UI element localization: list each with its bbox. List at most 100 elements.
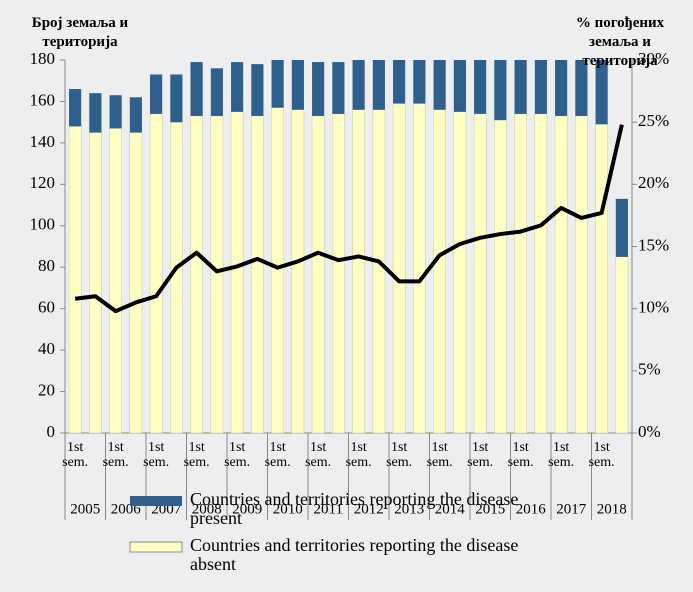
y2-tick-label: 0% <box>638 422 661 441</box>
bar <box>332 62 345 114</box>
bar <box>514 60 527 114</box>
bar <box>473 113 487 434</box>
bar <box>251 115 264 434</box>
bar <box>352 109 365 434</box>
bar <box>271 60 284 108</box>
year-label: 2010 <box>273 501 303 517</box>
bar <box>615 198 628 257</box>
bar <box>170 74 183 123</box>
bar <box>109 128 122 434</box>
x-tick-label: 1st sem. <box>426 440 453 470</box>
bar <box>149 113 163 434</box>
bar <box>69 89 82 127</box>
x-tick-label: 1st sem. <box>305 440 332 470</box>
bar <box>129 132 143 434</box>
y2-axis-title: % погођених земаља и територија <box>575 15 665 69</box>
bar <box>534 113 548 434</box>
year-label: 2012 <box>354 501 384 517</box>
bar <box>615 256 629 434</box>
bar <box>494 119 507 434</box>
bar <box>89 93 102 133</box>
x-tick-label: 1st sem. <box>467 440 494 470</box>
bar <box>109 95 122 129</box>
bar <box>595 60 608 125</box>
bar <box>291 60 304 110</box>
y2-tick-label: 30% <box>638 49 669 68</box>
x-tick-label: 1st sem. <box>102 440 129 470</box>
bar <box>474 60 487 114</box>
bar <box>150 74 163 114</box>
bar <box>575 60 588 116</box>
y2-tick-label: 25% <box>638 111 669 130</box>
legend-swatch <box>130 496 182 506</box>
y-tick-label: 160 <box>30 90 56 109</box>
bar <box>453 111 467 434</box>
bar <box>413 103 426 434</box>
bar <box>129 97 142 133</box>
year-label: 2016 <box>516 501 547 517</box>
bar <box>312 62 325 116</box>
bar <box>534 60 547 114</box>
x-tick-label: 1st sem. <box>386 440 413 470</box>
bar <box>352 60 365 110</box>
y2-tick-label: 15% <box>638 235 669 254</box>
bar <box>190 62 203 116</box>
y-tick-label: 80 <box>38 256 55 275</box>
bar <box>433 109 446 434</box>
bar <box>271 107 284 434</box>
y-tick-label: 180 <box>30 49 56 68</box>
y-axis-title: Број земаља и територија <box>31 15 129 50</box>
x-tick-label: 1st sem. <box>183 440 210 470</box>
bar <box>372 109 386 434</box>
bar <box>372 60 385 110</box>
bar <box>210 115 224 434</box>
year-label: 2011 <box>314 501 343 517</box>
y2-tick-label: 20% <box>638 173 669 192</box>
year-label: 2017 <box>556 501 587 517</box>
bar <box>555 60 568 116</box>
bar <box>190 115 203 434</box>
bar <box>291 109 305 434</box>
bar <box>230 111 244 434</box>
y-tick-label: 40 <box>38 339 55 358</box>
bar <box>210 68 223 116</box>
bar <box>575 115 588 434</box>
y-tick-label: 100 <box>30 215 56 234</box>
bar <box>251 64 264 116</box>
x-tick-label: 1st sem. <box>345 440 372 470</box>
y-tick-label: 140 <box>30 132 56 151</box>
x-tick-label: 1st sem. <box>143 440 170 470</box>
legend-swatch <box>129 541 183 553</box>
bar <box>494 60 507 121</box>
y-tick-label: 20 <box>38 380 55 399</box>
x-tick-label: 1st sem. <box>224 440 251 470</box>
line <box>74 124 624 314</box>
legend-label: Countries and territories reporting the … <box>190 535 519 574</box>
bar <box>170 121 183 434</box>
bar <box>433 60 446 110</box>
bar <box>413 60 426 104</box>
bar <box>311 115 325 434</box>
bar <box>231 62 244 112</box>
year-label: 2015 <box>475 501 505 517</box>
bar <box>68 126 82 434</box>
y2-tick-label: 10% <box>638 298 669 317</box>
y-tick-label: 120 <box>30 173 56 192</box>
year-label: 2008 <box>192 501 222 517</box>
bar <box>514 113 527 434</box>
y-tick-label: 60 <box>38 298 55 317</box>
year-label: 2018 <box>597 501 627 517</box>
bar <box>595 123 608 434</box>
y2-tick-label: 5% <box>638 360 661 379</box>
x-tick-label: 1st sem. <box>264 440 291 470</box>
year-label: 2014 <box>435 501 466 517</box>
bar <box>393 60 406 104</box>
year-label: 2005 <box>70 501 100 517</box>
bar <box>554 115 568 434</box>
x-tick-label: 1st sem. <box>507 440 534 470</box>
legend-label: Countries and territories reporting the … <box>190 489 519 528</box>
bar <box>392 103 406 434</box>
year-label: 2009 <box>232 501 262 517</box>
